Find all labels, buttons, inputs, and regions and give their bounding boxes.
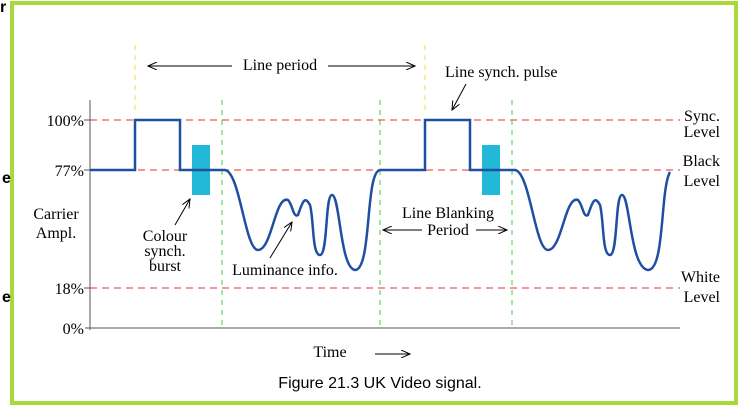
annotation: Line period [243,57,317,74]
level-name: Sync. [684,108,720,125]
level-percent: 18% [55,281,84,298]
level-name: White [681,269,720,286]
edge-fragment: r [0,0,6,16]
caption: Figure 21.3 UK Video signal. [278,375,481,392]
arrow [269,222,292,259]
edge-fragment: e [2,289,11,306]
axis-label: Carrier [33,206,79,223]
arrow [174,199,190,226]
arrow [452,83,467,110]
edge-fragment: e [2,170,11,187]
waveform [90,118,672,272]
annotation: Luminance info. [232,262,338,279]
axis-label: Ampl. [36,225,76,242]
line-period-markers [134,45,426,112]
annotation: synch. [144,243,185,260]
level-name: Level [684,173,721,190]
annotation: Period [427,222,469,239]
axes [84,100,680,330]
frame [10,1,738,405]
annotation: Line Blanking [402,205,494,222]
level-percent: 77% [55,163,84,180]
annotation: Time [313,344,346,361]
annotation: Line synch. pulse [445,64,557,81]
annotation: Colour [143,228,188,245]
annotation: burst [149,258,182,275]
level-percent: 100% [47,113,84,130]
level-name: Level [684,289,721,306]
level-name: Black [683,153,720,170]
level-percent: 0% [63,321,84,338]
level-name: Level [684,124,721,141]
period-markers [221,100,513,330]
